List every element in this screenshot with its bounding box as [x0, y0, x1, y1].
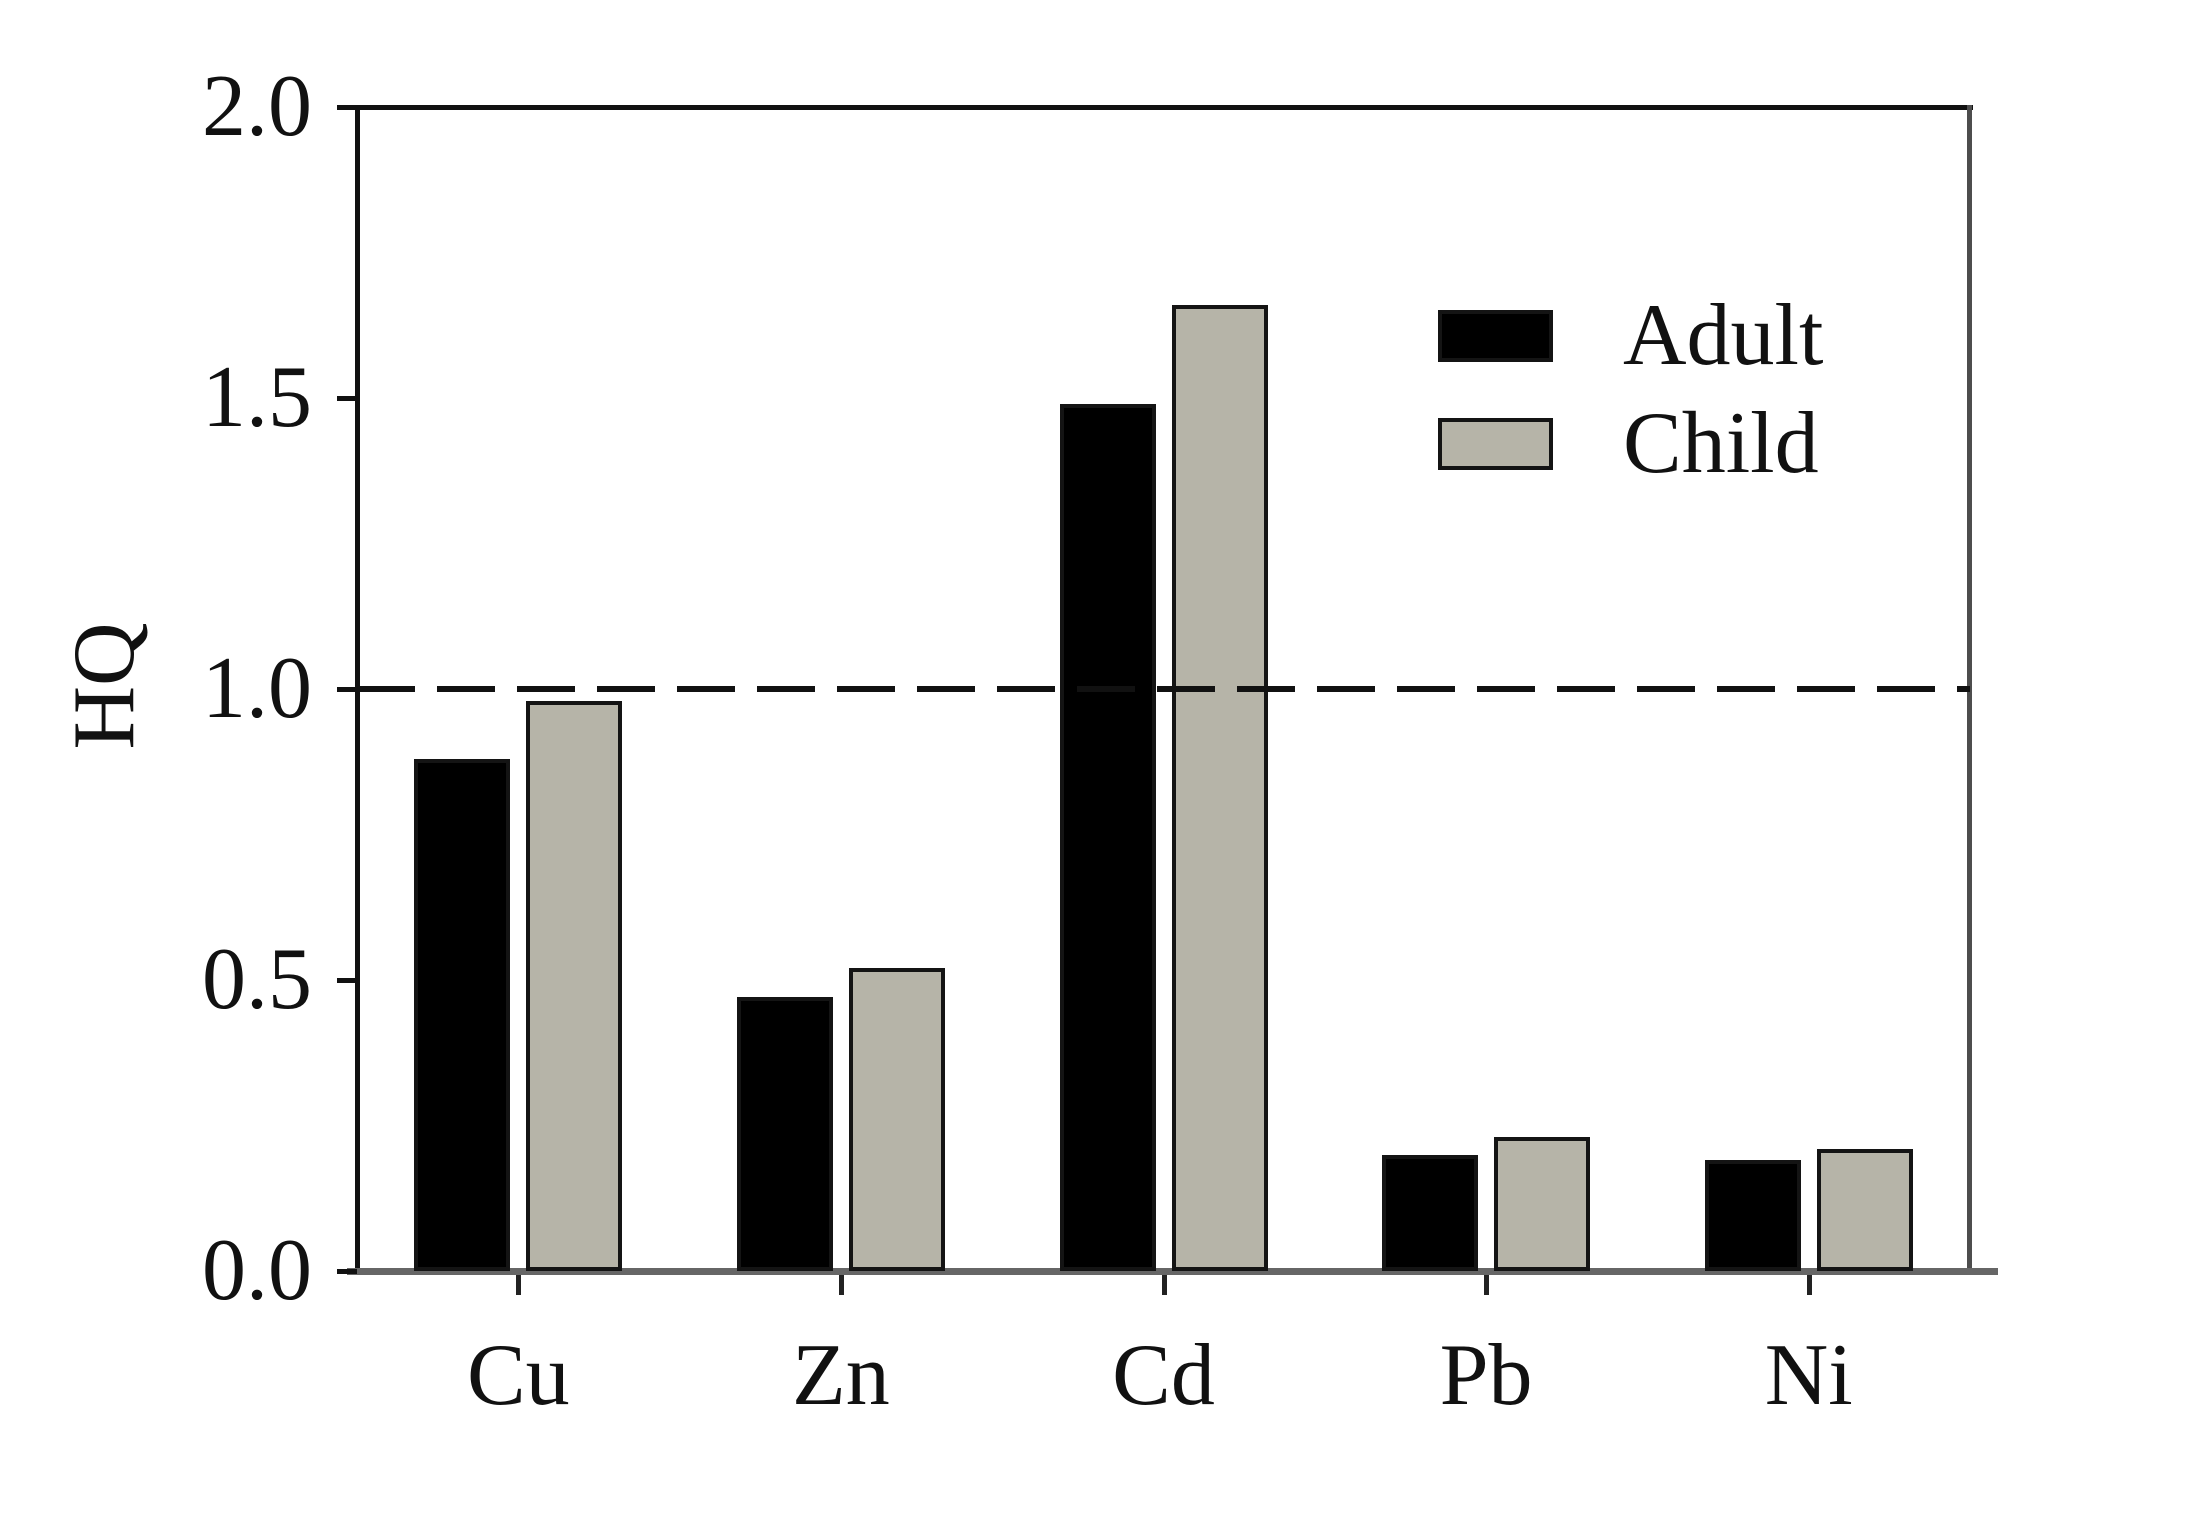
y-tick — [337, 687, 357, 692]
bar-adult-cu — [414, 758, 511, 1271]
bar-child-pb — [1494, 1137, 1591, 1271]
x-tick — [1484, 1275, 1490, 1295]
y-tick — [337, 105, 357, 110]
x-tick — [1806, 1275, 1812, 1295]
reference-line — [357, 686, 1970, 692]
x-axis-label: Pb — [1439, 1327, 1533, 1424]
x-axis-label: Cu — [466, 1327, 570, 1424]
bar-child-zn — [848, 968, 945, 1271]
y-tick — [337, 396, 357, 401]
bar-adult-ni — [1704, 1160, 1801, 1271]
bar-child-cd — [1171, 304, 1268, 1271]
y-tick — [337, 978, 357, 983]
y-tick-label: 2.0 — [202, 58, 312, 155]
y-tick-label: 0.5 — [202, 931, 312, 1028]
y-tick-label: 0.0 — [202, 1222, 312, 1319]
bar-adult-zn — [736, 997, 833, 1271]
x-axis-label: Ni — [1764, 1327, 1853, 1424]
x-axis-label: Cd — [1112, 1327, 1215, 1424]
legend-swatch-adult — [1438, 310, 1553, 362]
bar-child-ni — [1816, 1148, 1913, 1271]
x-tick — [516, 1275, 522, 1295]
legend-swatch-child — [1438, 418, 1553, 470]
y-tick-label: 1.5 — [202, 349, 312, 446]
x-axis-line — [347, 1268, 1998, 1275]
y-tick — [337, 1269, 357, 1274]
bar-adult-pb — [1382, 1154, 1479, 1271]
x-axis-label: Zn — [792, 1327, 890, 1424]
y-tick-label: 1.0 — [202, 640, 312, 737]
y-axis-title: HQ — [56, 622, 153, 750]
plot-area — [337, 105, 1998, 1295]
x-tick — [838, 1275, 844, 1295]
axis-frame-top — [354, 105, 1973, 110]
bar-child-cu — [526, 700, 623, 1271]
legend-label-child: Child — [1623, 395, 1819, 492]
bar-adult-cd — [1059, 403, 1156, 1271]
legend-label-adult: Adult — [1623, 287, 1824, 384]
x-tick — [1161, 1275, 1167, 1295]
